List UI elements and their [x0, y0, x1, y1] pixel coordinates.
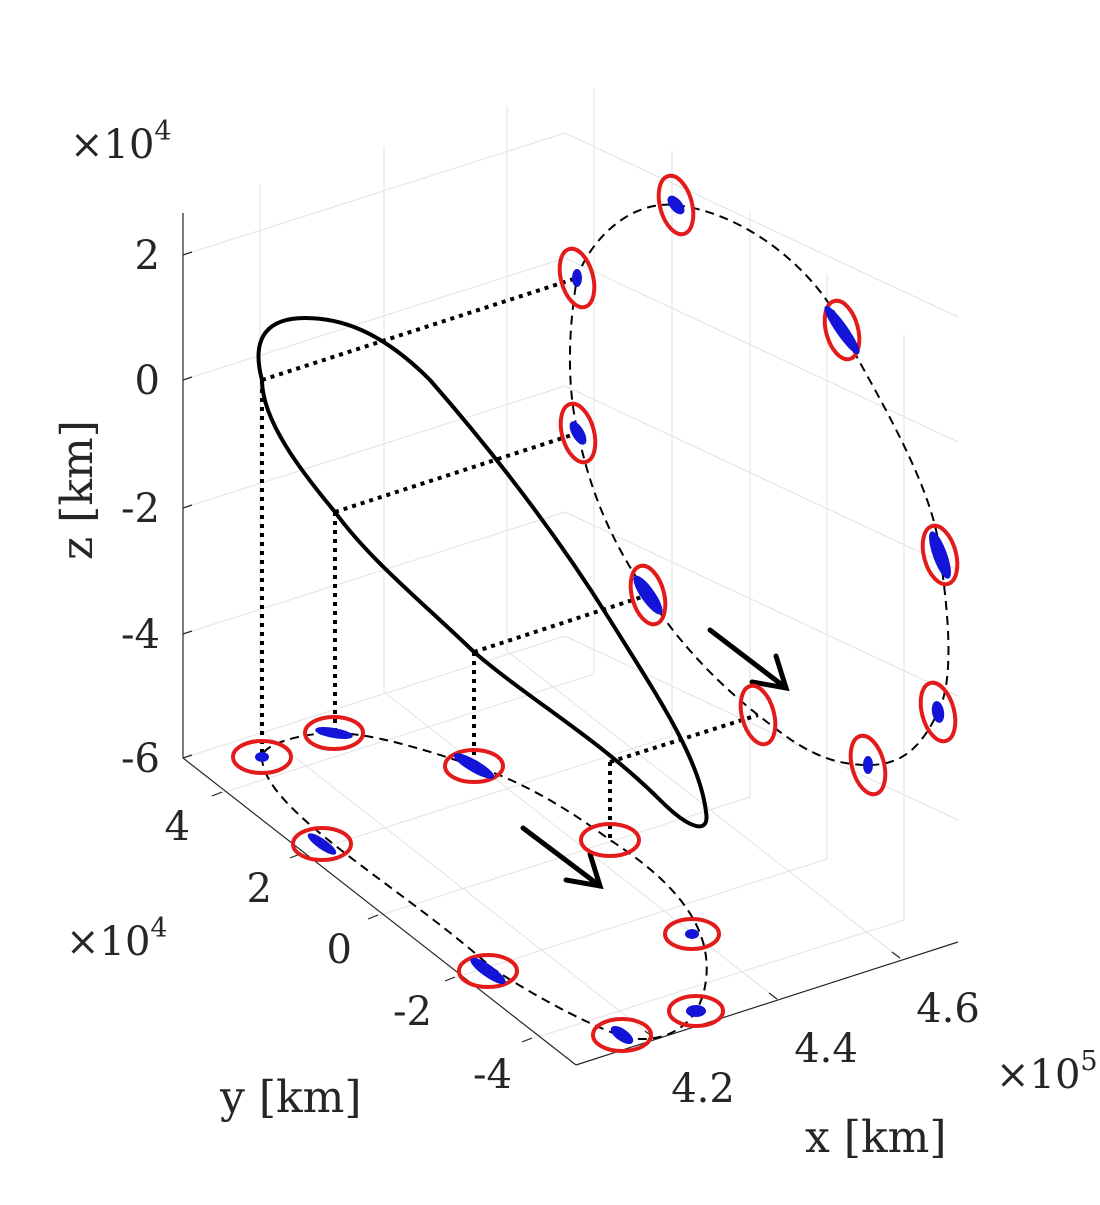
inner-ellipse-yz	[824, 305, 860, 355]
inner-ellipse-yz	[667, 195, 685, 215]
y-tick-label: -2	[393, 989, 432, 1035]
outer-ellipse-xy	[443, 748, 505, 784]
outer-ellipse-yz	[628, 563, 668, 627]
z-tick-mark	[182, 630, 193, 635]
x-tick-mark	[768, 992, 778, 1000]
z-tick-mark	[182, 251, 193, 256]
inner-ellipse-xy	[307, 833, 337, 855]
outer-ellipse-yz	[738, 683, 778, 747]
outer-ellipse-yz	[558, 401, 598, 465]
grid-line	[211, 673, 595, 797]
z-axis-label: z [km]	[52, 420, 103, 560]
y-axis-multiplier: ×104	[66, 913, 168, 965]
axes	[182, 213, 959, 1066]
projection-connectors	[260, 276, 759, 840]
outer-ellipse-yz	[848, 733, 888, 797]
projection-xy-path	[260, 731, 708, 1041]
outer-ellipse-xy	[231, 739, 293, 775]
outer-ellipse-xy	[667, 994, 725, 1028]
z-tick-label: -6	[121, 736, 160, 782]
y-tick-mark	[521, 1037, 533, 1043]
y-tick-label: -4	[473, 1052, 512, 1098]
inner-ellipse-yz	[633, 575, 663, 615]
grid-line	[182, 511, 566, 635]
inner-ellipse-xy	[315, 726, 353, 740]
grid-line	[564, 257, 959, 443]
arrow-yz	[707, 627, 790, 692]
outer-ellipse-xy	[579, 822, 641, 858]
z-tick-mark	[182, 504, 193, 509]
z-axis-multiplier: ×104	[70, 116, 172, 168]
outer-ellipse-xy	[291, 826, 353, 862]
grid-lines	[182, 89, 959, 1043]
inner-ellipse-xy	[610, 1025, 634, 1045]
y-tick-mark	[367, 914, 379, 920]
z-tick-mark	[182, 754, 193, 759]
z-tick-label: 2	[135, 233, 160, 279]
outer-ellipse-xy	[591, 1017, 653, 1053]
y-tick-label: 2	[247, 866, 272, 912]
grid-line	[182, 635, 566, 759]
inner-ellipse-xy	[686, 1005, 706, 1017]
x-axis-multiplier: ×105	[996, 1046, 1098, 1098]
inner-ellipse-yz	[929, 531, 951, 579]
outer-ellipse-yz	[656, 173, 696, 237]
grid-line	[564, 385, 959, 571]
outer-ellipse-xy	[663, 917, 721, 951]
arrow-xy	[520, 825, 604, 890]
grid-line	[564, 511, 959, 697]
outer-ellipse-yz	[920, 523, 960, 587]
grid-line	[182, 132, 566, 256]
tick-labels: 2 0 -2 -4 -64 2 0 -2 -4 4.2 4.4 4.6	[121, 233, 980, 1112]
outer-ellipse-yz	[822, 298, 862, 362]
y-axis-label: y [km]	[219, 1072, 362, 1123]
outer-ellipse-xy	[457, 953, 519, 989]
z-tick-label: -2	[121, 486, 160, 532]
inner-ellipse-xy	[255, 752, 269, 762]
outer-ellipse-xy	[303, 715, 365, 751]
inner-ellipse-yz	[931, 701, 945, 723]
outer-ellipse-yz	[918, 680, 958, 744]
inner-ellipse-yz	[572, 269, 582, 287]
projection-yz-path	[568, 203, 950, 767]
grid-line	[564, 635, 959, 821]
y-tick-mark	[444, 976, 456, 982]
trajectory-path	[256, 315, 709, 829]
y-axis-line	[182, 757, 577, 1066]
z-tick-mark	[182, 376, 193, 381]
x-axis-line	[575, 941, 959, 1066]
y-tick-mark	[211, 791, 223, 797]
covariance-ellipses	[231, 173, 960, 1053]
y-tick-label: 0	[327, 927, 352, 973]
grid-line	[564, 132, 959, 318]
inner-ellipse-xy	[453, 753, 495, 779]
y-tick-label: 4	[165, 804, 190, 850]
grid-line	[182, 385, 566, 509]
outer-ellipse-yz	[557, 246, 597, 310]
x-tick-label: 4.6	[916, 986, 980, 1032]
inner-ellipse-yz	[863, 756, 873, 774]
x-tick-mark	[891, 951, 901, 959]
x-tick-label: 4.2	[671, 1066, 735, 1112]
z-tick-label: -4	[121, 612, 160, 658]
grid-line	[259, 729, 654, 1038]
inner-ellipse-xy	[685, 929, 699, 939]
inner-ellipse-xy	[470, 957, 506, 985]
z-tick-label: 0	[135, 358, 160, 404]
x-axis-label: x [km]	[805, 1112, 947, 1163]
x-tick-label: 4.4	[794, 1026, 858, 1072]
inner-ellipse-yz	[569, 421, 587, 445]
grid-line	[182, 257, 566, 381]
